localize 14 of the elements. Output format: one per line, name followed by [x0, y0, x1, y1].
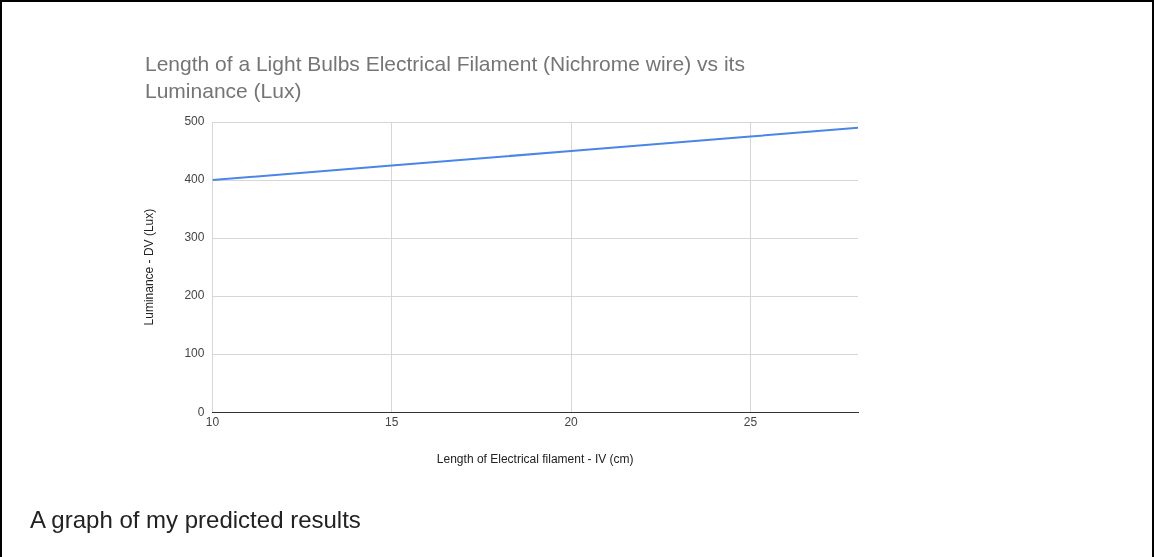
text: A graph of my predicted results [30, 506, 361, 534]
x-tick-label: 20 [564, 414, 579, 429]
x-tick-label: 25 [743, 414, 758, 429]
y-tick-label: 200 [184, 288, 205, 303]
y-tick-label: 300 [184, 230, 205, 245]
x-tick-label: 15 [385, 414, 399, 429]
y-tick-label: 500 [184, 114, 205, 129]
y-tick-label: 100 [184, 346, 205, 361]
x-axis-title: Length of Electrical filament - IV (cm) [436, 452, 634, 467]
y-tick-label: 0 [197, 404, 205, 419]
y-axis-title: Luminance - DV (Lux) [141, 208, 156, 326]
x-tick-label: 10 [205, 414, 220, 429]
chart-title: Length of a Light Bulbs Electrical Filament (Nichrome wire) vs its Luminance (Lux) [145, 51, 746, 104]
y-tick-label: 400 [184, 172, 205, 187]
